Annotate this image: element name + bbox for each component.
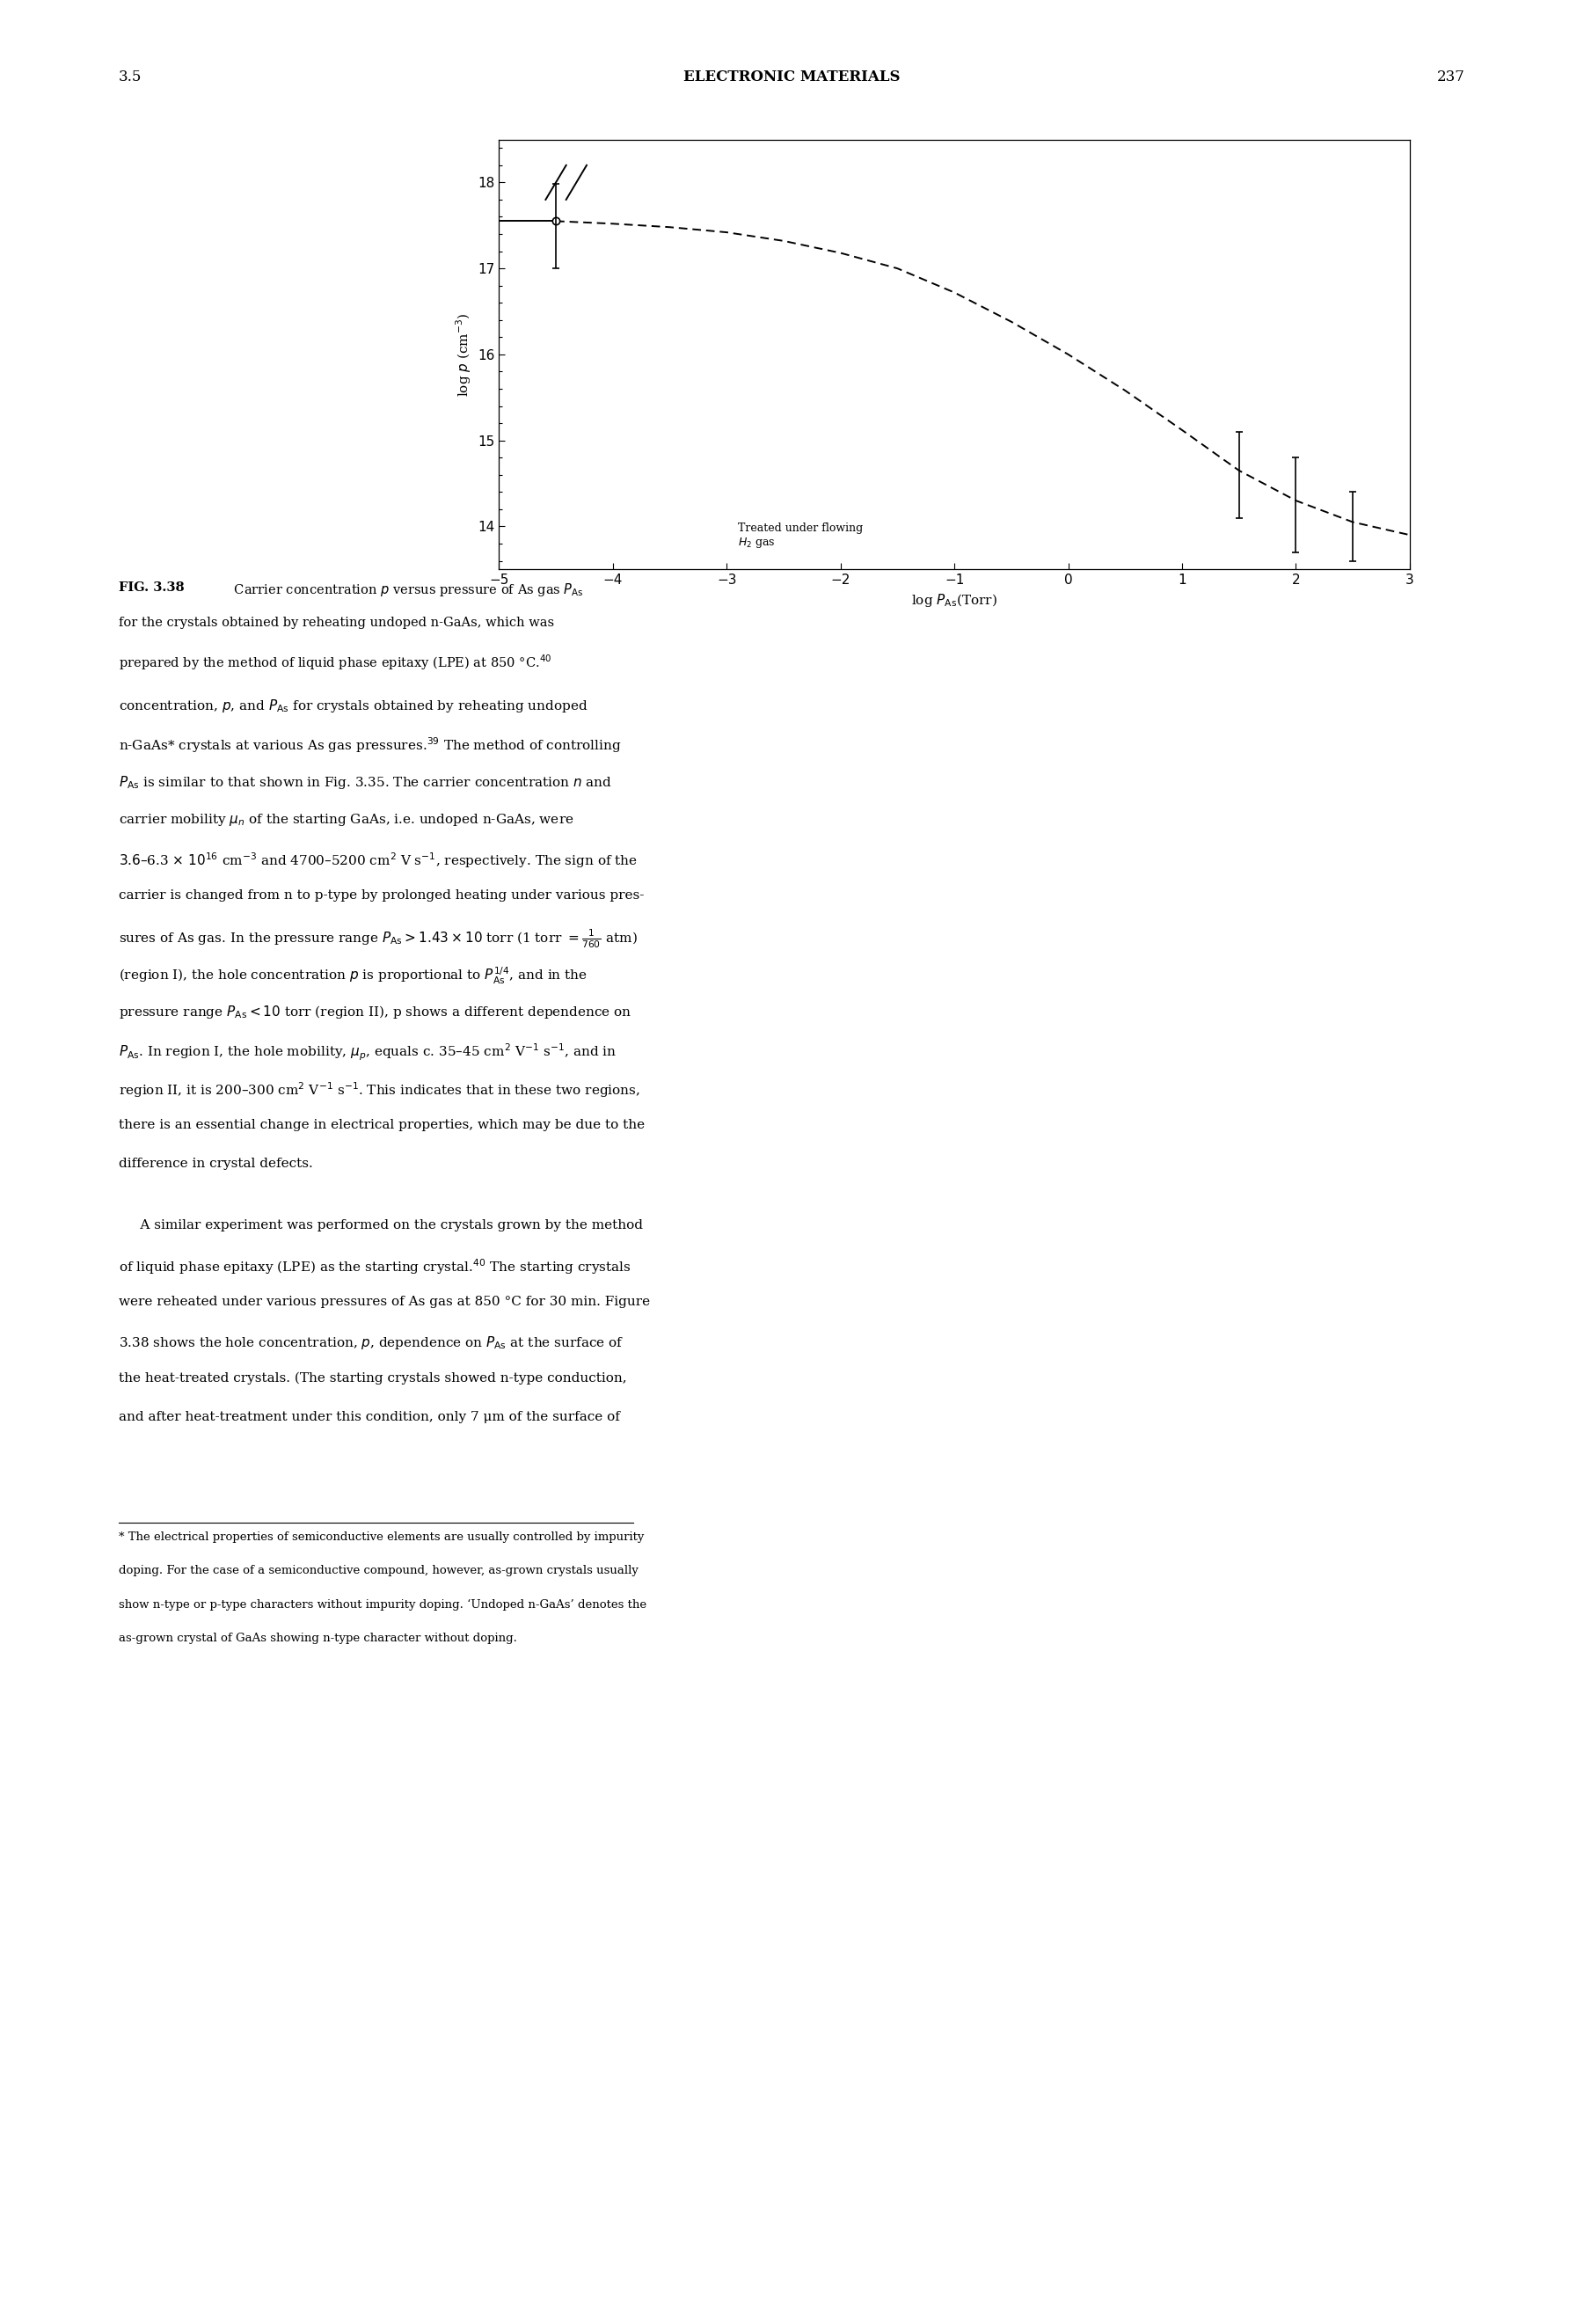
Text: concentration, $p$, and $P_{\mathrm{As}}$ for crystals obtained by reheating und: concentration, $p$, and $P_{\mathrm{As}}… bbox=[119, 697, 588, 713]
Text: * The electrical properties of semiconductive elements are usually controlled by: * The electrical properties of semicondu… bbox=[119, 1532, 645, 1543]
Text: (region I), the hole concentration $p$ is proportional to $P_{\mathrm{As}}^{1/4}: (region I), the hole concentration $p$ i… bbox=[119, 967, 588, 985]
Text: region II, it is 200–300 cm$^2$ V$^{-1}$ s$^{-1}$. This indicates that in these : region II, it is 200–300 cm$^2$ V$^{-1}$… bbox=[119, 1081, 640, 1099]
Text: difference in crystal defects.: difference in crystal defects. bbox=[119, 1157, 314, 1169]
Text: 3.38 shows the hole concentration, $p$, dependence on $P_{\mathrm{As}}$ at the s: 3.38 shows the hole concentration, $p$, … bbox=[119, 1334, 624, 1350]
X-axis label: log $P_{\mathrm{As}}$(Torr): log $P_{\mathrm{As}}$(Torr) bbox=[911, 593, 998, 609]
Text: were reheated under various pressures of As gas at 850 °C for 30 min. Figure: were reheated under various pressures of… bbox=[119, 1297, 649, 1308]
Text: as-grown crystal of GaAs showing n-type character without doping.: as-grown crystal of GaAs showing n-type … bbox=[119, 1631, 516, 1643]
Text: pressure range $P_{\mathrm{As}} < 10$ torr (region II), p shows a different depe: pressure range $P_{\mathrm{As}} < 10$ to… bbox=[119, 1004, 632, 1020]
Text: carrier mobility $\mu_n$ of the starting GaAs, i.e. undoped n-GaAs, were: carrier mobility $\mu_n$ of the starting… bbox=[119, 813, 573, 827]
Text: $3.6$–6.3 $\times$ $10^{16}$ cm$^{-3}$ and 4700–5200 cm$^2$ V s$^{-1}$, respecti: $3.6$–6.3 $\times$ $10^{16}$ cm$^{-3}$ a… bbox=[119, 851, 638, 869]
Text: Treated under flowing
$H_2$ gas: Treated under flowing $H_2$ gas bbox=[738, 523, 863, 548]
Text: ELECTRONIC MATERIALS: ELECTRONIC MATERIALS bbox=[684, 70, 900, 84]
Text: 3.5: 3.5 bbox=[119, 70, 143, 84]
Text: FIG. 3.38: FIG. 3.38 bbox=[119, 581, 184, 593]
Text: for the crystals obtained by reheating undoped n-GaAs, which was: for the crystals obtained by reheating u… bbox=[119, 616, 554, 630]
Text: carrier is changed from n to p-type by prolonged heating under various pres-: carrier is changed from n to p-type by p… bbox=[119, 890, 645, 902]
Text: $P_{\mathrm{As}}$. In region I, the hole mobility, $\mu_p$, equals c. 35–45 cm$^: $P_{\mathrm{As}}$. In region I, the hole… bbox=[119, 1043, 616, 1062]
Text: n-GaAs* crystals at various As gas pressures.$^{39}$ The method of controlling: n-GaAs* crystals at various As gas press… bbox=[119, 734, 621, 755]
Text: the heat-treated crystals. (The starting crystals showed n-type conduction,: the heat-treated crystals. (The starting… bbox=[119, 1371, 627, 1385]
Text: show n-type or p-type characters without impurity doping. ‘Undoped n-GaAs’ denot: show n-type or p-type characters without… bbox=[119, 1599, 646, 1611]
Text: A similar experiment was performed on the crystals grown by the method: A similar experiment was performed on th… bbox=[119, 1220, 643, 1232]
Text: there is an essential change in electrical properties, which may be due to the: there is an essential change in electric… bbox=[119, 1120, 645, 1132]
Y-axis label: log $p$ (cm$^{-3}$): log $p$ (cm$^{-3}$) bbox=[453, 311, 472, 397]
Text: $P_{\mathrm{As}}$ is similar to that shown in Fig. 3.35. The carrier concentrati: $P_{\mathrm{As}}$ is similar to that sho… bbox=[119, 774, 613, 790]
Text: doping. For the case of a semiconductive compound, however, as-grown crystals us: doping. For the case of a semiconductive… bbox=[119, 1566, 638, 1576]
Text: sures of As gas. In the pressure range $P_{\mathrm{As}} > 1.43 \times 10$ torr (: sures of As gas. In the pressure range $… bbox=[119, 927, 638, 951]
Text: prepared by the method of liquid phase epitaxy (LPE) at 850 °C.$^{40}$: prepared by the method of liquid phase e… bbox=[119, 653, 551, 672]
Text: of liquid phase epitaxy (LPE) as the starting crystal.$^{40}$ The starting cryst: of liquid phase epitaxy (LPE) as the sta… bbox=[119, 1257, 632, 1276]
Text: 237: 237 bbox=[1437, 70, 1465, 84]
Text: and after heat-treatment under this condition, only 7 μm of the surface of: and after heat-treatment under this cond… bbox=[119, 1411, 619, 1422]
Text: Carrier concentration $p$ versus pressure of As gas $P_{\mathrm{As}}$: Carrier concentration $p$ versus pressur… bbox=[222, 581, 584, 597]
